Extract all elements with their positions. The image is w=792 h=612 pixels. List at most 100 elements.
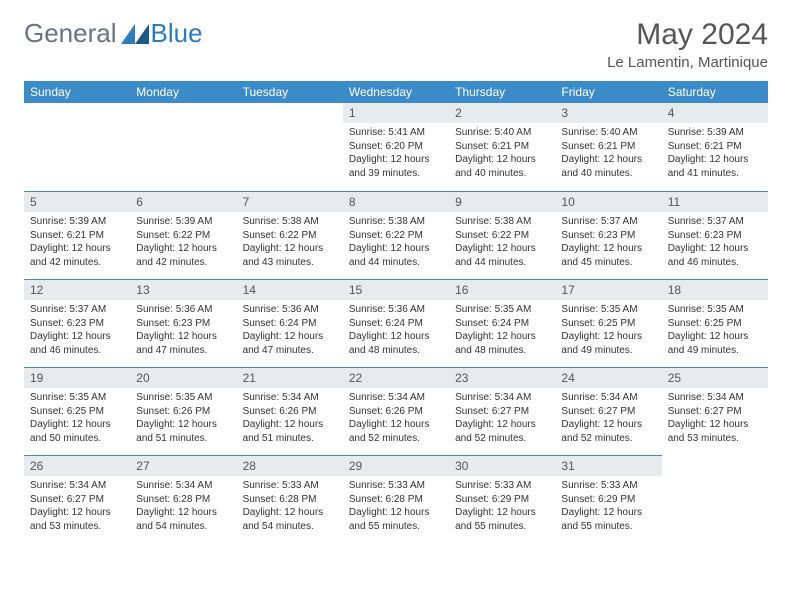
day-info: Sunrise: 5:38 AMSunset: 6:22 PMDaylight:… [237,212,343,275]
calendar-day: 24Sunrise: 5:34 AMSunset: 6:27 PMDayligh… [555,367,661,455]
day-header: Monday [130,81,236,103]
calendar-empty [130,103,236,191]
day-number: 20 [130,367,236,388]
day-number: 4 [662,103,768,123]
day-number: 12 [24,279,130,300]
day-info: Sunrise: 5:33 AMSunset: 6:28 PMDaylight:… [237,476,343,539]
calendar-day: 12Sunrise: 5:37 AMSunset: 6:23 PMDayligh… [24,279,130,367]
day-info: Sunrise: 5:36 AMSunset: 6:24 PMDaylight:… [237,300,343,363]
calendar-day: 11Sunrise: 5:37 AMSunset: 6:23 PMDayligh… [662,191,768,279]
calendar-day: 10Sunrise: 5:37 AMSunset: 6:23 PMDayligh… [555,191,661,279]
calendar-day: 29Sunrise: 5:33 AMSunset: 6:28 PMDayligh… [343,455,449,543]
day-info: Sunrise: 5:35 AMSunset: 6:25 PMDaylight:… [555,300,661,363]
calendar-day: 31Sunrise: 5:33 AMSunset: 6:29 PMDayligh… [555,455,661,543]
calendar-body: 1Sunrise: 5:41 AMSunset: 6:20 PMDaylight… [24,103,768,543]
calendar-week: 19Sunrise: 5:35 AMSunset: 6:25 PMDayligh… [24,367,768,455]
day-number: 18 [662,279,768,300]
calendar-day: 2Sunrise: 5:40 AMSunset: 6:21 PMDaylight… [449,103,555,191]
day-number: 3 [555,103,661,123]
calendar-day: 21Sunrise: 5:34 AMSunset: 6:26 PMDayligh… [237,367,343,455]
calendar-day: 7Sunrise: 5:38 AMSunset: 6:22 PMDaylight… [237,191,343,279]
day-info: Sunrise: 5:34 AMSunset: 6:28 PMDaylight:… [130,476,236,539]
calendar-day: 19Sunrise: 5:35 AMSunset: 6:25 PMDayligh… [24,367,130,455]
day-number: 6 [130,191,236,212]
day-info: Sunrise: 5:36 AMSunset: 6:24 PMDaylight:… [343,300,449,363]
day-number: 22 [343,367,449,388]
day-number: 30 [449,455,555,476]
calendar-day: 5Sunrise: 5:39 AMSunset: 6:21 PMDaylight… [24,191,130,279]
day-number: 28 [237,455,343,476]
day-info: Sunrise: 5:36 AMSunset: 6:23 PMDaylight:… [130,300,236,363]
day-info: Sunrise: 5:34 AMSunset: 6:27 PMDaylight:… [24,476,130,539]
day-info: Sunrise: 5:35 AMSunset: 6:25 PMDaylight:… [24,388,130,451]
day-number: 26 [24,455,130,476]
calendar-day: 8Sunrise: 5:38 AMSunset: 6:22 PMDaylight… [343,191,449,279]
day-header: Sunday [24,81,130,103]
calendar-week: 26Sunrise: 5:34 AMSunset: 6:27 PMDayligh… [24,455,768,543]
calendar-week: 1Sunrise: 5:41 AMSunset: 6:20 PMDaylight… [24,103,768,191]
day-number: 8 [343,191,449,212]
calendar-table: SundayMondayTuesdayWednesdayThursdayFrid… [24,81,768,543]
day-info: Sunrise: 5:35 AMSunset: 6:25 PMDaylight:… [662,300,768,363]
calendar-day: 16Sunrise: 5:35 AMSunset: 6:24 PMDayligh… [449,279,555,367]
day-header: Saturday [662,81,768,103]
page-subtitle: Le Lamentin, Martinique [607,54,768,71]
day-info: Sunrise: 5:37 AMSunset: 6:23 PMDaylight:… [555,212,661,275]
day-number: 15 [343,279,449,300]
logo-text-general: General [24,18,117,49]
day-info: Sunrise: 5:34 AMSunset: 6:27 PMDaylight:… [555,388,661,451]
calendar-empty [662,455,768,543]
calendar-day: 3Sunrise: 5:40 AMSunset: 6:21 PMDaylight… [555,103,661,191]
day-header: Wednesday [343,81,449,103]
day-info: Sunrise: 5:34 AMSunset: 6:26 PMDaylight:… [237,388,343,451]
day-info: Sunrise: 5:38 AMSunset: 6:22 PMDaylight:… [449,212,555,275]
day-number: 25 [662,367,768,388]
day-number: 7 [237,191,343,212]
day-info: Sunrise: 5:33 AMSunset: 6:29 PMDaylight:… [555,476,661,539]
day-number: 27 [130,455,236,476]
calendar-day: 13Sunrise: 5:36 AMSunset: 6:23 PMDayligh… [130,279,236,367]
calendar-day: 25Sunrise: 5:34 AMSunset: 6:27 PMDayligh… [662,367,768,455]
day-info: Sunrise: 5:33 AMSunset: 6:29 PMDaylight:… [449,476,555,539]
day-info: Sunrise: 5:34 AMSunset: 6:26 PMDaylight:… [343,388,449,451]
logo-icon [121,24,149,44]
day-info: Sunrise: 5:33 AMSunset: 6:28 PMDaylight:… [343,476,449,539]
calendar-day: 17Sunrise: 5:35 AMSunset: 6:25 PMDayligh… [555,279,661,367]
calendar-day: 1Sunrise: 5:41 AMSunset: 6:20 PMDaylight… [343,103,449,191]
day-number: 14 [237,279,343,300]
calendar-week: 12Sunrise: 5:37 AMSunset: 6:23 PMDayligh… [24,279,768,367]
day-info: Sunrise: 5:37 AMSunset: 6:23 PMDaylight:… [662,212,768,275]
header: General Blue May 2024 Le Lamentin, Marti… [24,18,768,71]
calendar-day: 14Sunrise: 5:36 AMSunset: 6:24 PMDayligh… [237,279,343,367]
calendar-header-row: SundayMondayTuesdayWednesdayThursdayFrid… [24,81,768,103]
calendar-day: 15Sunrise: 5:36 AMSunset: 6:24 PMDayligh… [343,279,449,367]
calendar-day: 4Sunrise: 5:39 AMSunset: 6:21 PMDaylight… [662,103,768,191]
day-info: Sunrise: 5:37 AMSunset: 6:23 PMDaylight:… [24,300,130,363]
day-info: Sunrise: 5:35 AMSunset: 6:24 PMDaylight:… [449,300,555,363]
calendar-day: 23Sunrise: 5:34 AMSunset: 6:27 PMDayligh… [449,367,555,455]
calendar-week: 5Sunrise: 5:39 AMSunset: 6:21 PMDaylight… [24,191,768,279]
day-info: Sunrise: 5:41 AMSunset: 6:20 PMDaylight:… [343,123,449,186]
day-number: 11 [662,191,768,212]
logo-text-blue: Blue [151,18,203,49]
calendar-day: 26Sunrise: 5:34 AMSunset: 6:27 PMDayligh… [24,455,130,543]
calendar-day: 30Sunrise: 5:33 AMSunset: 6:29 PMDayligh… [449,455,555,543]
day-number: 17 [555,279,661,300]
calendar-day: 28Sunrise: 5:33 AMSunset: 6:28 PMDayligh… [237,455,343,543]
day-info: Sunrise: 5:39 AMSunset: 6:21 PMDaylight:… [662,123,768,186]
day-info: Sunrise: 5:40 AMSunset: 6:21 PMDaylight:… [449,123,555,186]
day-info: Sunrise: 5:34 AMSunset: 6:27 PMDaylight:… [662,388,768,451]
day-info: Sunrise: 5:39 AMSunset: 6:22 PMDaylight:… [130,212,236,275]
calendar-empty [24,103,130,191]
day-number: 10 [555,191,661,212]
calendar-day: 22Sunrise: 5:34 AMSunset: 6:26 PMDayligh… [343,367,449,455]
day-number: 31 [555,455,661,476]
calendar-day: 18Sunrise: 5:35 AMSunset: 6:25 PMDayligh… [662,279,768,367]
day-header: Tuesday [237,81,343,103]
day-number: 13 [130,279,236,300]
day-number: 29 [343,455,449,476]
day-header: Friday [555,81,661,103]
day-number: 9 [449,191,555,212]
day-info: Sunrise: 5:39 AMSunset: 6:21 PMDaylight:… [24,212,130,275]
day-number: 24 [555,367,661,388]
